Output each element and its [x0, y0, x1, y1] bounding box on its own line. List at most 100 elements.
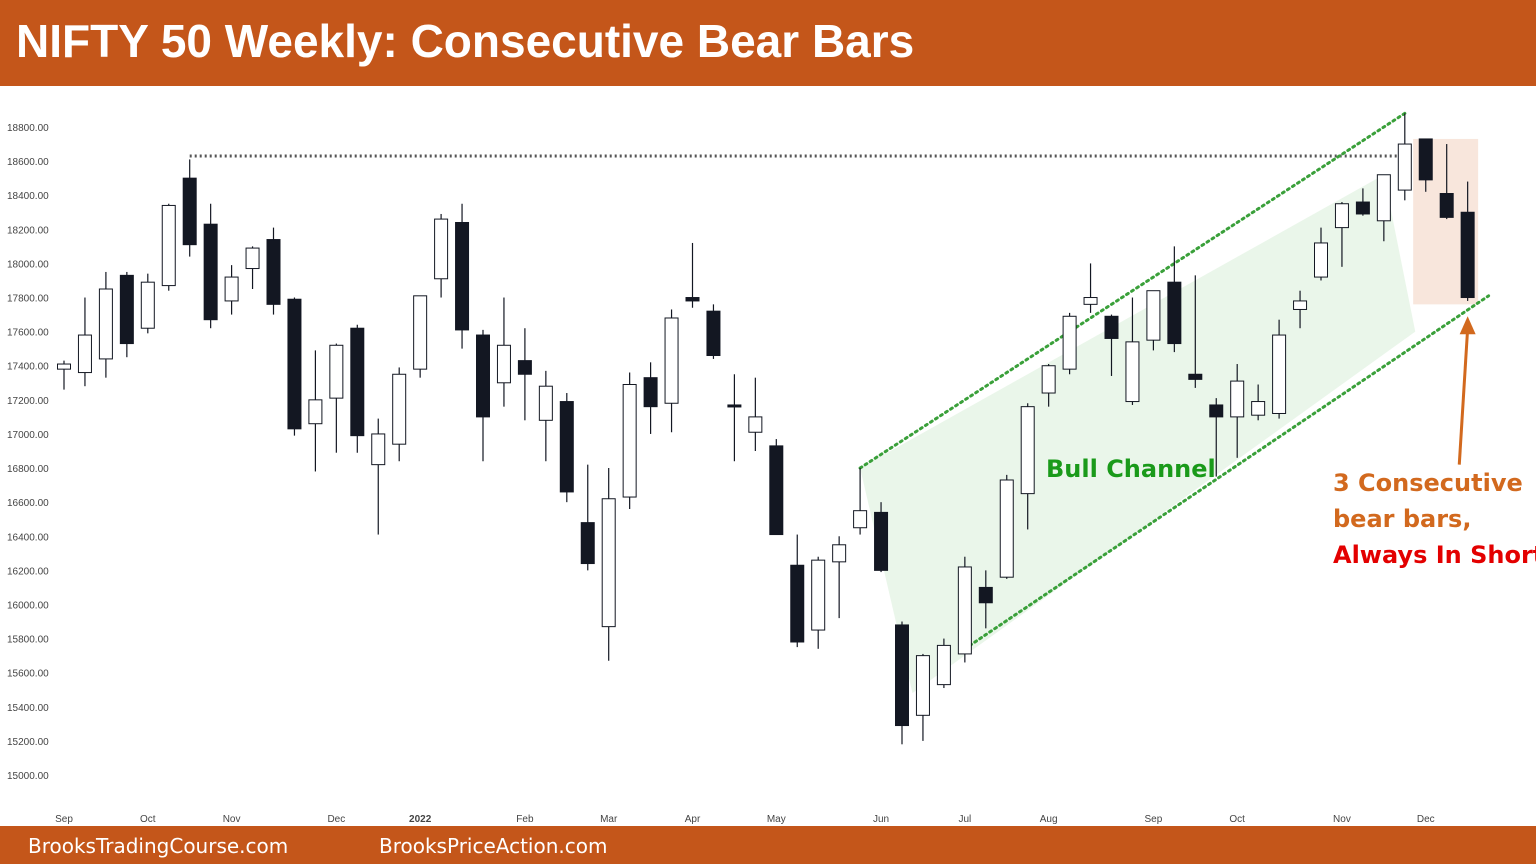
candle [1209, 398, 1224, 477]
y-tick-label: 16800.00 [7, 464, 49, 475]
footer-link-price-action[interactable]: BrooksPriceAction.com [379, 834, 608, 858]
y-tick-label: 16200.00 [7, 566, 49, 577]
candle [1439, 144, 1454, 220]
candle [769, 439, 784, 536]
x-tick-label: Apr [685, 814, 701, 825]
candle [832, 536, 847, 619]
y-tick-label: 17600.00 [7, 328, 49, 339]
candle [1460, 181, 1475, 301]
note-line-1: 3 Consecutive [1333, 469, 1523, 497]
bull-candle-body [1334, 203, 1349, 229]
candle [1104, 314, 1119, 376]
y-tick-label: 16600.00 [7, 498, 49, 509]
annotation-arrow-head [1459, 316, 1476, 335]
bull-candle-body [538, 385, 553, 421]
y-tick-label: 17200.00 [7, 396, 49, 407]
bull-candle-body [496, 344, 511, 384]
footer-link-trading-course[interactable]: BrooksTradingCourse.com [28, 834, 289, 858]
bull-candle-body [140, 281, 155, 329]
candle [98, 271, 113, 378]
bear-candle-body [1209, 404, 1224, 418]
note-line-2: bear bars, [1333, 505, 1471, 533]
bear-candle-body [1418, 138, 1433, 181]
candle [350, 324, 365, 453]
candle [1251, 384, 1266, 421]
x-tick-label: Nov [223, 814, 241, 825]
candle [853, 468, 868, 535]
bull-candle-body [1251, 401, 1266, 416]
x-tick-label: Sep [55, 814, 73, 825]
bear-candle-body [182, 177, 197, 246]
candle [1293, 290, 1308, 329]
x-tick-label: Mar [600, 814, 618, 825]
y-tick-label: 17000.00 [7, 430, 49, 441]
footer-bar: BrooksTradingCourse.com BrooksPriceActio… [0, 826, 1536, 864]
candle [622, 372, 637, 509]
bull-candle-body [308, 399, 323, 425]
bear-candle-body [203, 223, 218, 321]
candle [308, 350, 323, 472]
candle [1314, 227, 1328, 281]
bull-candle-body [371, 433, 386, 466]
candle [1020, 403, 1035, 530]
bull-candle-body [77, 334, 92, 374]
bear-candle-body [895, 624, 909, 727]
bull-candle-body [748, 416, 763, 433]
bull-candle-body [853, 510, 868, 529]
annotations: Bull Channel 3 Consecutive bear bars, Al… [1046, 316, 1536, 569]
bull-candle-body [245, 247, 260, 270]
candle [727, 374, 742, 462]
candle [1146, 290, 1161, 351]
candle [413, 295, 428, 378]
y-tick-label: 18400.00 [7, 191, 49, 202]
note-line-3: Always In Short [1333, 541, 1536, 569]
bear-candle-body [769, 445, 784, 536]
candle [538, 370, 553, 462]
page-title: NIFTY 50 Weekly: Consecutive Bear Bars [16, 15, 915, 67]
y-tick-label: 15800.00 [7, 635, 49, 646]
bull-candle-body [98, 288, 113, 360]
bull-candle-body [622, 383, 637, 498]
y-tick-label: 17800.00 [7, 294, 49, 305]
bull-candle-body [1314, 242, 1328, 278]
candle [1418, 138, 1433, 192]
bull-candle-body [1230, 380, 1245, 418]
bear-candle-body [350, 327, 365, 437]
y-tick-label: 18800.00 [7, 123, 49, 134]
bull-candle-body [832, 544, 847, 563]
candle [1334, 202, 1349, 267]
bull-candle-body [392, 373, 407, 445]
bear-candle-body [874, 511, 889, 571]
candles [57, 113, 1475, 745]
bull-candle-body [1083, 297, 1098, 305]
annotation-arrow-shaft [1457, 328, 1470, 465]
candle [140, 273, 155, 334]
x-tick-label: Feb [516, 814, 534, 825]
x-tick-label: 2022 [409, 814, 432, 825]
candle [77, 297, 92, 387]
candle [559, 393, 574, 503]
candle [957, 556, 972, 663]
candle [266, 227, 281, 315]
candle [664, 309, 679, 433]
bull-candle-body [601, 498, 616, 628]
candle [685, 242, 700, 308]
candle [748, 377, 763, 451]
bull-candle-body [161, 204, 176, 287]
bull-candle-body [1041, 365, 1056, 394]
candle [496, 297, 511, 407]
candle [580, 464, 595, 571]
bull-candle-body [999, 479, 1014, 578]
bull-candle-body [1376, 174, 1391, 222]
y-tick-label: 16400.00 [7, 532, 49, 543]
bear-candle-body [1439, 193, 1454, 218]
bull-candle-body [915, 655, 930, 716]
y-tick-label: 15200.00 [7, 737, 49, 748]
bear-candle-body [476, 334, 490, 418]
y-axis: 15000.00 15200.00 15400.00 15600.00 15800.00… [7, 123, 49, 782]
bear-candle-body [580, 522, 595, 565]
bear-candle-body [643, 377, 658, 408]
x-tick-label: Aug [1040, 814, 1058, 825]
candle [517, 328, 532, 421]
x-tick-label: Nov [1333, 814, 1351, 825]
